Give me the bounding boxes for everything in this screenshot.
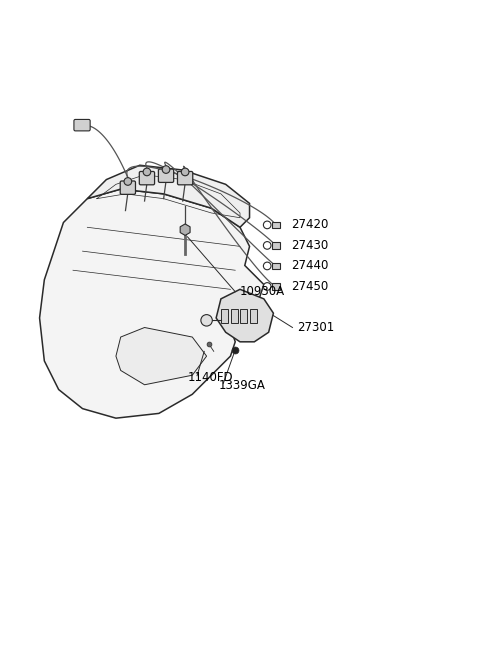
FancyBboxPatch shape	[272, 222, 280, 228]
Text: 27450: 27450	[291, 280, 329, 293]
FancyBboxPatch shape	[272, 242, 280, 248]
FancyBboxPatch shape	[221, 309, 228, 323]
Circle shape	[264, 242, 271, 250]
Circle shape	[201, 314, 212, 326]
FancyBboxPatch shape	[158, 169, 174, 183]
FancyBboxPatch shape	[74, 119, 90, 131]
Text: 1339GA: 1339GA	[218, 379, 265, 392]
FancyBboxPatch shape	[120, 181, 135, 195]
Polygon shape	[87, 165, 250, 227]
Text: 27420: 27420	[291, 218, 329, 231]
Circle shape	[181, 168, 189, 176]
Text: 27430: 27430	[291, 239, 329, 252]
Circle shape	[162, 166, 170, 174]
Text: 27301: 27301	[297, 321, 335, 334]
FancyBboxPatch shape	[272, 284, 280, 290]
FancyBboxPatch shape	[272, 263, 280, 269]
FancyBboxPatch shape	[240, 309, 247, 323]
FancyBboxPatch shape	[231, 309, 238, 323]
Circle shape	[143, 168, 151, 176]
Polygon shape	[116, 328, 206, 384]
FancyBboxPatch shape	[178, 172, 193, 185]
Circle shape	[264, 221, 271, 229]
Polygon shape	[39, 189, 264, 418]
FancyBboxPatch shape	[139, 172, 155, 185]
Polygon shape	[216, 290, 274, 342]
Text: 27440: 27440	[291, 259, 329, 272]
Polygon shape	[180, 224, 190, 235]
Circle shape	[264, 262, 271, 270]
Text: 10930A: 10930A	[240, 285, 285, 298]
Text: 1140FD: 1140FD	[188, 371, 233, 384]
FancyBboxPatch shape	[250, 309, 257, 323]
Circle shape	[124, 178, 132, 185]
Circle shape	[264, 283, 271, 290]
